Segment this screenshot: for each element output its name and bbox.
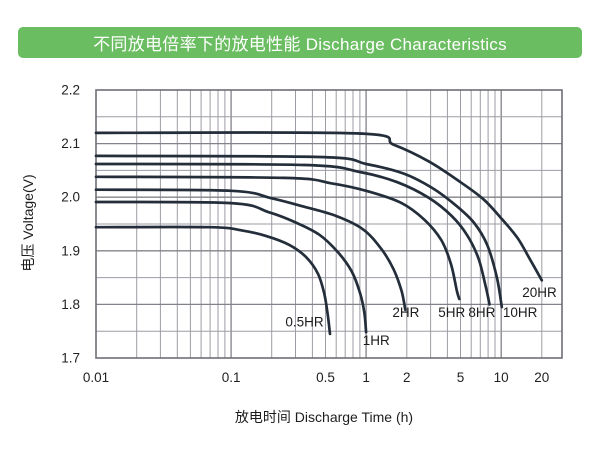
y-tick-label-1.9: 1.9	[61, 243, 80, 258]
curve-10hr	[94, 154, 504, 309]
y-tick-label-2.0: 2.0	[61, 190, 80, 205]
x-tick-label-1: 1	[362, 370, 370, 385]
x-tick-label-0.5: 0.5	[316, 370, 335, 385]
curve-label-1hr: 1HR	[363, 333, 390, 348]
y-tick-label-1.7: 1.7	[61, 351, 80, 366]
x-tick-label-0.1: 0.1	[222, 370, 241, 385]
curve-20hr	[94, 131, 544, 282]
curve-0.5hr	[94, 225, 332, 336]
curve-label-2hr: 2HR	[392, 305, 419, 320]
curve-8hr	[94, 162, 491, 306]
curve-5hr	[94, 175, 461, 301]
header-title: 不同放电倍率下的放电性能 Discharge Characteristics	[93, 35, 507, 54]
y-tick-label-1.8: 1.8	[61, 297, 80, 312]
header-bar: 不同放电倍率下的放电性能 Discharge Characteristics	[18, 27, 582, 58]
x-tick-label-0.01: 0.01	[83, 370, 109, 385]
curve-label-0.5hr: 0.5HR	[285, 315, 324, 330]
plot-border	[95, 89, 563, 359]
y-tick-label-2.2: 2.2	[61, 83, 80, 98]
x-tick-label-2: 2	[403, 370, 411, 385]
y-tick-label-2.1: 2.1	[61, 136, 80, 151]
curve-label-10hr: 10HR	[503, 305, 538, 320]
x-tick-label-10: 10	[494, 370, 509, 385]
x-tick-label-5: 5	[457, 370, 465, 385]
curve-label-20hr: 20HR	[522, 285, 557, 300]
x-tick-label-20: 20	[534, 370, 549, 385]
curve-label-8hr: 8HR	[468, 305, 495, 320]
curve-2hr	[94, 188, 407, 312]
curve-1hr	[94, 200, 368, 334]
x-axis-title: 放电时间 Discharge Time (h)	[234, 409, 414, 425]
curve-label-5hr: 5HR	[438, 305, 465, 320]
y-axis-title: 电压 Voltage(V)	[20, 174, 36, 272]
